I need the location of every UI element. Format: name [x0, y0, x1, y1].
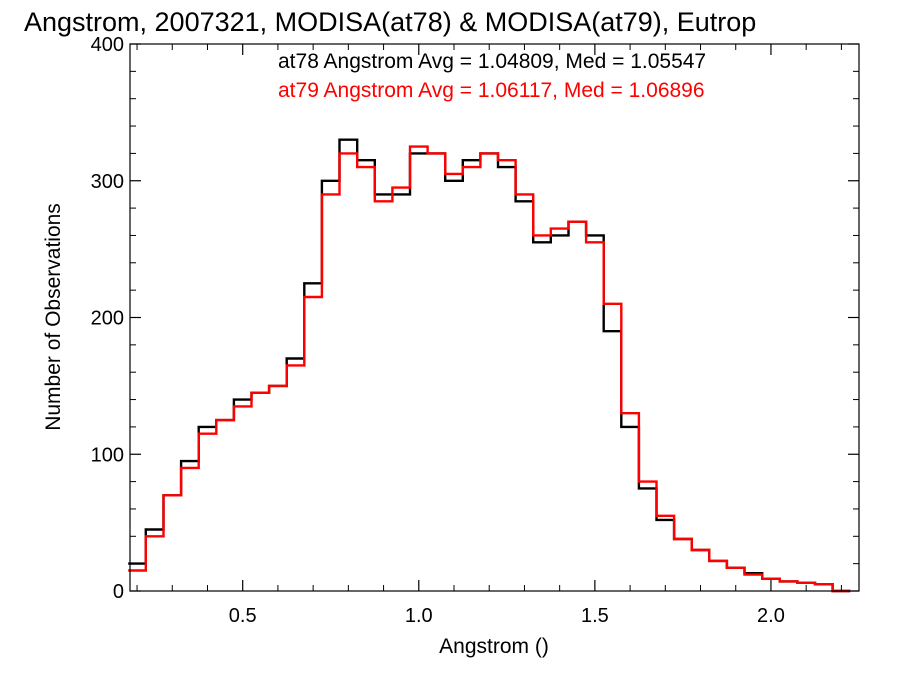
x-tick-label: 1.0 [405, 605, 433, 627]
x-tick-label: 2.0 [757, 605, 785, 627]
at79-stats-annotation: at79 Angstrom Avg = 1.06117, Med = 1.068… [278, 79, 705, 102]
series-line-at78 [128, 138, 851, 593]
y-tick-label: 200 [91, 308, 124, 330]
series-line-at79 [128, 145, 851, 593]
axes: 0.5 1.0 1.5 2.0 0 100 200 300 400 [91, 34, 859, 627]
y-tick-label: 0 [113, 581, 124, 603]
plot-frame [129, 43, 860, 592]
x-tick-label: 1.5 [581, 605, 609, 627]
x-axis-label: Angstrom () [439, 635, 549, 658]
y-axis-label: Number of Observations [42, 203, 65, 431]
chart-title: Angstrom, 2007321, MODISA(at78) & MODISA… [24, 7, 756, 37]
at78-stats-annotation: at78 Angstrom Avg = 1.04809, Med = 1.055… [278, 50, 706, 73]
y-tick-label: 300 [91, 171, 124, 193]
y-tick-label: 400 [91, 34, 124, 56]
y-tick-label: 100 [91, 444, 124, 466]
x-tick-label: 0.5 [229, 605, 257, 627]
plot-area [128, 138, 851, 593]
